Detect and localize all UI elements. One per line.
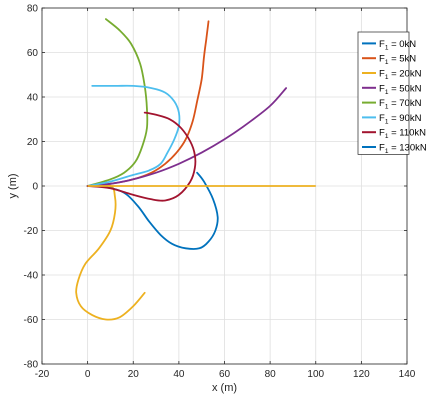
- tick-labels: -20 0 20 40 60 80 100 120 140 -80 -60 -40 -20 0 20 40 60…: [24, 4, 416, 381]
- x-tick-label: -20: [35, 369, 50, 380]
- x-tick-label: 0: [85, 369, 91, 380]
- y-tick-label: 0: [32, 182, 38, 193]
- legend-entry: F1 = 90kN: [379, 113, 422, 126]
- series-line-4: [86, 18, 149, 187]
- x-axis-label: x (m): [212, 382, 237, 394]
- y-tick-label: 20: [27, 137, 39, 148]
- y-tick-label: -60: [24, 315, 39, 326]
- y-axis-label: y (m): [7, 173, 19, 198]
- legend-entry: F1 = 70kN: [379, 98, 422, 111]
- legend-entry: F1 = 50kN: [379, 83, 422, 96]
- legend-box: [357, 31, 410, 155]
- y-tick-label: -20: [24, 226, 39, 237]
- x-tick-label: 100: [307, 369, 324, 380]
- series-group: [75, 18, 316, 321]
- legend-entry: F1 = 110kN: [379, 128, 426, 141]
- x-tick-label: 120: [353, 369, 370, 380]
- legend-entry: F1 = 5kN: [379, 54, 416, 66]
- legend-entry: F1 = 0kN: [379, 39, 416, 52]
- x-tick-label: 80: [265, 369, 277, 380]
- y-tick-label: 80: [27, 4, 39, 15]
- y-tick-label: 60: [27, 48, 39, 59]
- series-line-3: [86, 87, 287, 187]
- series-line-0: [86, 171, 219, 250]
- series-line-2: [75, 184, 146, 321]
- x-tick-label: 20: [128, 369, 140, 380]
- y-tick-label: -40: [24, 271, 39, 282]
- legend-entry: F1 = 130kN: [379, 143, 427, 156]
- x-tick-label: 140: [399, 369, 416, 380]
- x-tick-label: 40: [173, 369, 185, 380]
- legend-entry: F1 = 20kN: [379, 69, 422, 82]
- y-tick-label: -80: [24, 360, 39, 371]
- x-tick-label: 60: [219, 369, 231, 380]
- y-tick-label: 40: [27, 93, 39, 104]
- series-line-6: [86, 111, 197, 202]
